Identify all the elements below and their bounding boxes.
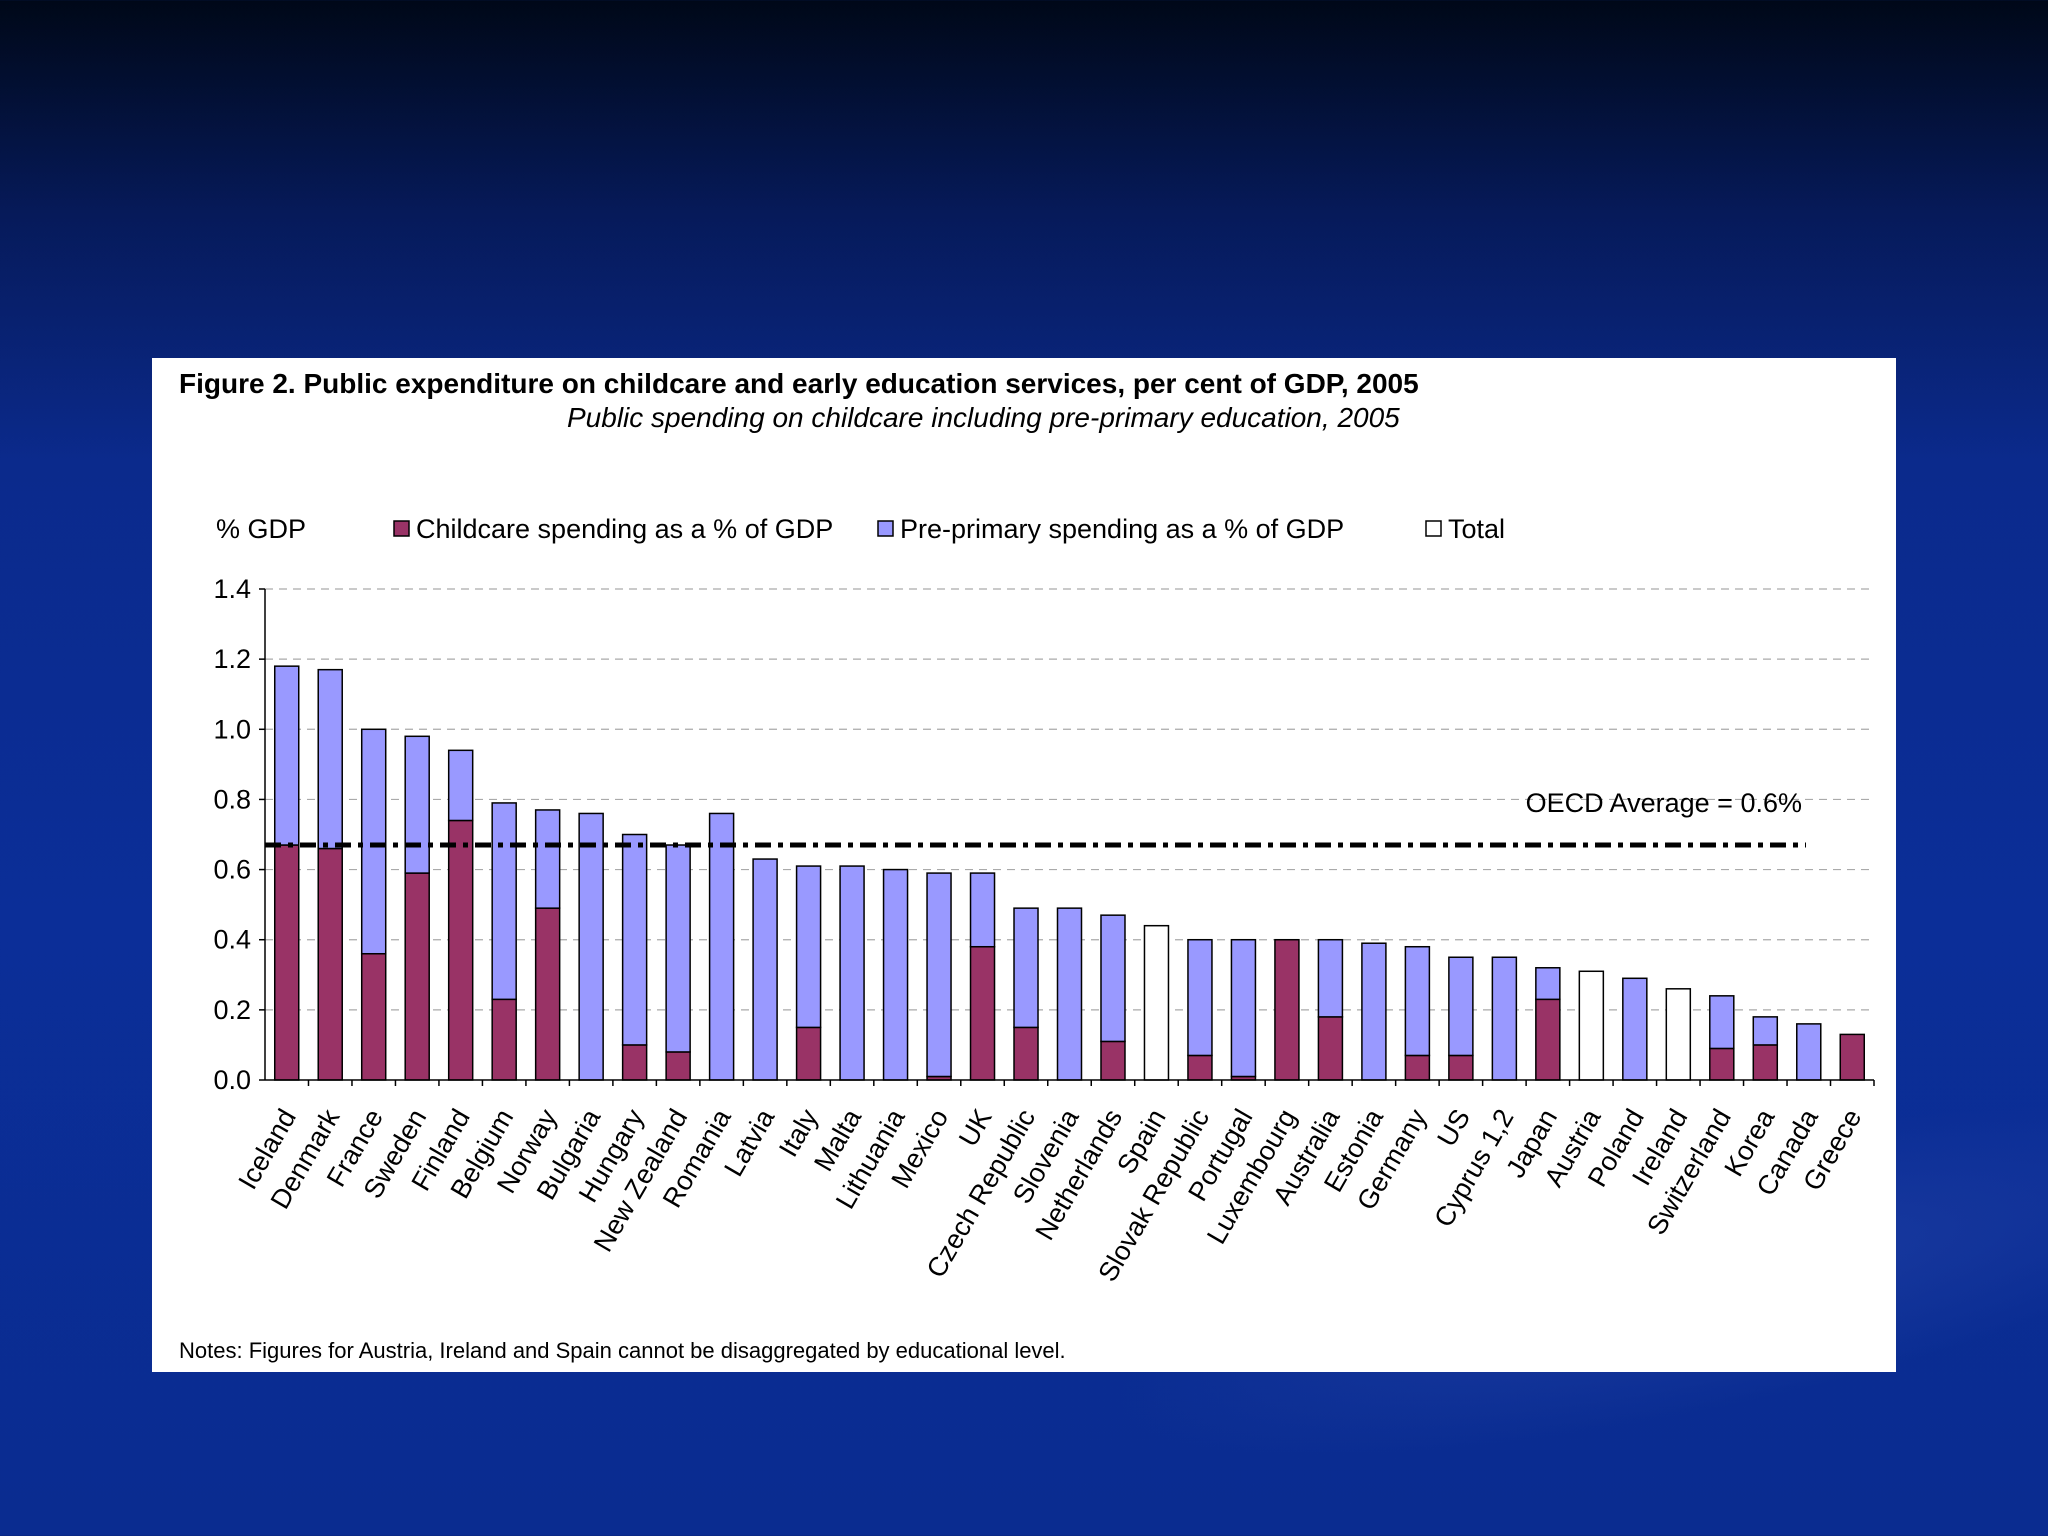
bar-childcare xyxy=(317,847,343,1081)
bar-childcare xyxy=(360,952,387,1081)
legend-label-childcare: Childcare spending as a % of GDP xyxy=(416,514,833,544)
legend-item-childcare: Childcare spending as a % of GDP xyxy=(393,514,833,544)
bar-preprimary xyxy=(578,812,604,1081)
bar-childcare xyxy=(1187,1054,1213,1081)
bar-preprimary xyxy=(621,833,648,1046)
legend: Childcare spending as a % of GDP Pre-prim… xyxy=(393,514,1505,544)
bar-preprimary xyxy=(969,872,996,948)
bar-preprimary xyxy=(491,802,517,1001)
y-axis: 0.0 0.2 0.4 0.6 0.8 1.0 1.2 1.4 xyxy=(213,574,266,1095)
bar-childcare xyxy=(1013,1026,1039,1081)
bar-childcare xyxy=(1752,1044,1779,1081)
bar-preprimary xyxy=(1796,1023,1822,1081)
y-tick-label: 0.8 xyxy=(213,784,251,814)
oecd-average-label: OECD Average = 0.6% xyxy=(1526,788,1802,818)
legend-swatch-total xyxy=(1425,520,1442,537)
bar-preprimary xyxy=(360,728,387,955)
y-axis-label: % GDP xyxy=(216,514,306,544)
chart-panel: Figure 2. Public expenditure on childcar… xyxy=(152,358,1896,1372)
y-tick-label: 0.0 xyxy=(213,1065,251,1095)
y-tick-label: 0.6 xyxy=(213,855,251,885)
bar-childcare xyxy=(621,1044,648,1081)
chart-title: Figure 2. Public expenditure on childcar… xyxy=(179,368,1419,399)
bar-childcare xyxy=(1448,1054,1474,1081)
bar-preprimary xyxy=(1187,938,1213,1057)
bar-preprimary xyxy=(447,749,474,822)
bar-preprimary xyxy=(882,868,909,1081)
bar-childcare xyxy=(491,998,517,1081)
bar-preprimary xyxy=(1491,956,1518,1081)
bar-childcare xyxy=(447,819,474,1081)
legend-label-total: Total xyxy=(1448,514,1505,544)
bar-preprimary xyxy=(1752,1016,1779,1046)
bar-preprimary xyxy=(1100,914,1126,1043)
bar-preprimary xyxy=(273,665,300,846)
bar-preprimary xyxy=(926,872,952,1078)
y-tick-label: 0.2 xyxy=(213,995,251,1025)
bar-childcare xyxy=(1535,998,1561,1081)
bar-total xyxy=(1143,924,1170,1081)
bar-childcare xyxy=(665,1051,691,1081)
bar-preprimary xyxy=(1448,956,1474,1057)
bar-childcare xyxy=(1100,1040,1126,1081)
y-tick-label: 1.2 xyxy=(213,644,251,674)
bar-childcare xyxy=(795,1026,822,1081)
bar-preprimary xyxy=(1013,907,1039,1029)
bar-preprimary xyxy=(1709,995,1735,1050)
legend-item-total: Total xyxy=(1425,514,1505,544)
bar-preprimary xyxy=(839,865,865,1081)
bar-preprimary xyxy=(795,865,822,1029)
bar-childcare xyxy=(1839,1033,1866,1081)
bar-chart: % GDP Childcare spending as a % of GDP Pr… xyxy=(213,514,1875,1287)
bar-childcare xyxy=(1709,1047,1735,1081)
x-axis: IcelandDenmarkFranceSwedenFinlandBelgium… xyxy=(232,1079,1875,1287)
y-tick-label: 1.4 xyxy=(213,574,251,604)
bar-preprimary xyxy=(708,812,735,1081)
bar-preprimary xyxy=(1404,945,1431,1057)
bars xyxy=(273,665,1866,1081)
bar-childcare xyxy=(273,844,300,1081)
chart-subtitle: Public spending on childcare including p… xyxy=(567,402,1400,433)
bar-childcare xyxy=(1317,1016,1344,1081)
bar-preprimary xyxy=(1056,907,1083,1081)
bar-preprimary xyxy=(752,858,778,1081)
bar-preprimary xyxy=(404,735,430,874)
bar-total xyxy=(1665,988,1692,1081)
oecd-average-line: OECD Average = 0.6% xyxy=(265,788,1806,848)
chart-notes: Notes: Figures for Austria, Ireland and … xyxy=(179,1338,1066,1363)
bar-preprimary xyxy=(534,809,561,909)
bar-preprimary xyxy=(1361,942,1387,1081)
y-tick-label: 1.0 xyxy=(213,714,251,744)
bar-preprimary xyxy=(317,668,343,850)
bar-preprimary xyxy=(1535,967,1561,1001)
bar-preprimary xyxy=(1317,938,1344,1018)
bar-childcare xyxy=(969,945,996,1081)
legend-swatch-childcare xyxy=(393,520,410,537)
bar-childcare xyxy=(1404,1054,1431,1081)
bar-childcare xyxy=(534,907,561,1081)
legend-label-preprimary: Pre-primary spending as a % of GDP xyxy=(900,514,1344,544)
bar-preprimary xyxy=(665,844,691,1053)
bar-preprimary xyxy=(1230,938,1257,1078)
y-tick-label: 0.4 xyxy=(213,925,251,955)
bar-preprimary xyxy=(1622,977,1648,1081)
bar-childcare xyxy=(1274,938,1300,1081)
legend-swatch-preprimary xyxy=(877,520,894,537)
bar-total xyxy=(1578,970,1605,1081)
bar-childcare xyxy=(404,872,430,1081)
legend-item-preprimary: Pre-primary spending as a % of GDP xyxy=(877,514,1344,544)
